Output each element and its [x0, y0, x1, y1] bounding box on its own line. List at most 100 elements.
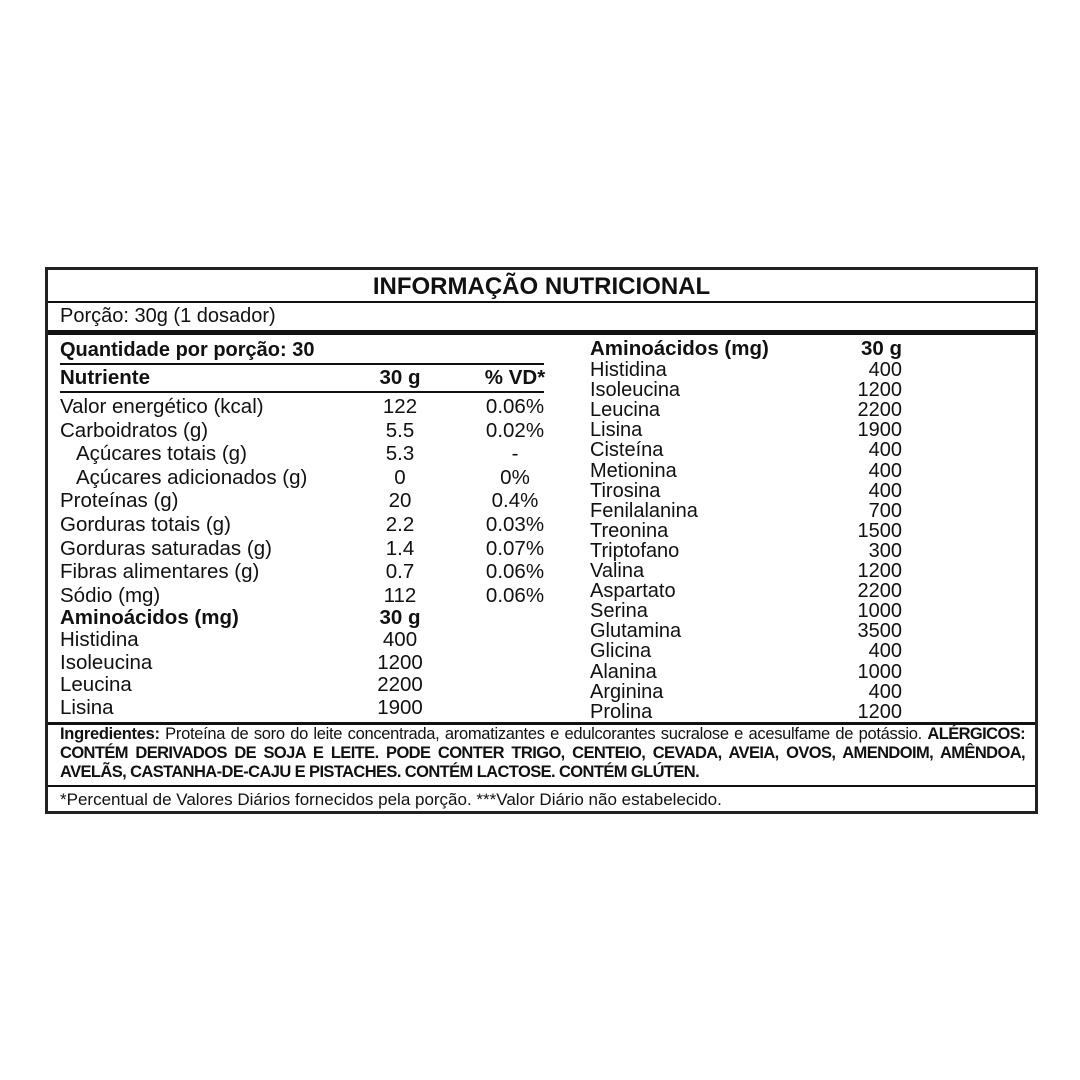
- amino-header-amount: 30 g: [379, 606, 421, 629]
- amino-row: Lisina 1900: [590, 420, 902, 440]
- amino-name: Tirosina: [590, 479, 661, 502]
- amino-name: Glicina: [590, 640, 652, 663]
- amino-amount: 2200: [857, 399, 903, 422]
- amino-row: Isoleucina 1200: [590, 380, 902, 400]
- amino-row: Aspartato 2200: [590, 581, 902, 601]
- amino-row: Isoleucina 1200: [60, 651, 550, 674]
- nutrient-name: Carboidratos (g): [60, 418, 209, 442]
- nutrient-dv: -: [511, 442, 519, 466]
- ingredients-list: Proteína de soro do leite concentrada, a…: [159, 725, 928, 743]
- nutrient-name: Sódio (mg): [60, 583, 161, 607]
- amino-row: Treonina 1500: [590, 521, 902, 541]
- amino-row: Glicina 400: [590, 641, 902, 661]
- nutrient-dv: 0%: [500, 465, 530, 489]
- nutrient-amount: 2.2: [385, 513, 415, 536]
- amino-name: Fenilalanina: [590, 499, 698, 522]
- amino-header-name: Aminoácidos (mg): [590, 337, 769, 360]
- header-nutrient: Nutriente: [60, 366, 150, 389]
- amino-row: Glutamina 3500: [590, 621, 902, 641]
- amino-name: Lisina: [590, 419, 643, 442]
- amino-amount: 400: [868, 439, 902, 462]
- amino-row: Triptofano 300: [590, 541, 902, 561]
- amino-row: Leucina 2200: [590, 400, 902, 420]
- amino-row: Cisteína 400: [590, 440, 902, 460]
- nutrient-amount: 0: [394, 465, 406, 489]
- header-dv: % VD*: [484, 366, 546, 389]
- nutrient-amount: 112: [383, 583, 417, 607]
- amino-row: Prolina 1200: [590, 702, 902, 722]
- amino-name: Valina: [590, 560, 645, 582]
- amino-name: Isoleucina: [590, 379, 681, 402]
- amino-name: Treonina: [590, 519, 669, 542]
- amino-name: Prolina: [590, 700, 653, 723]
- nutrient-amount: 20: [388, 489, 412, 513]
- quantity-per-portion: Quantidade por porção: 30: [60, 339, 315, 361]
- amino-amount: 700: [868, 499, 902, 522]
- nutrient-name: Gorduras totais (g): [60, 513, 231, 536]
- nutrient-amount: 122: [382, 395, 418, 418]
- table-row: Carboidratos (g) 5.5 0.02%: [60, 419, 550, 442]
- amino-row: Metionina 400: [590, 461, 902, 481]
- amino-amount: 1000: [857, 660, 903, 683]
- divider: [60, 391, 544, 393]
- nutrient-amount: 5.5: [385, 418, 415, 442]
- nutrient-amount: 0.7: [385, 560, 415, 584]
- amino-row: Serina 1000: [590, 601, 902, 621]
- table-row: Gorduras saturadas (g) 1.4 0.07%: [60, 537, 550, 560]
- amino-name: Alanina: [590, 660, 657, 683]
- amino-amount: 400: [868, 479, 902, 502]
- amino-header-name: Aminoácidos (mg): [60, 606, 239, 629]
- amino-name: Metionina: [590, 459, 677, 482]
- footnote: *Percentual de Valores Diários fornecido…: [60, 790, 722, 809]
- amino-row: Histidina 400: [60, 628, 550, 651]
- table-row: Proteínas (g) 20 0.4%: [60, 489, 550, 512]
- nutrient-dv: 0.06%: [485, 395, 545, 418]
- amino-amount: 2200: [377, 673, 423, 697]
- amino-name: Histidina: [60, 628, 139, 651]
- portion-text: Porção: 30g (1 dosador): [60, 305, 276, 327]
- amino-amount: 3500: [857, 620, 903, 643]
- amino-row: Tirosina 400: [590, 481, 902, 501]
- nutrient-name: Gorduras saturadas (g): [60, 536, 272, 560]
- amino-amount: 1500: [857, 519, 903, 542]
- amino-amount: 1200: [377, 650, 423, 674]
- amino-name: Aspartato: [590, 580, 676, 603]
- amino-row: Histidina 400: [590, 360, 902, 380]
- nutrient-dv: 0.06%: [485, 583, 545, 607]
- amino-row: Alanina 1000: [590, 662, 902, 682]
- nutrient-dv: 0.4%: [491, 489, 539, 513]
- amino-name: Cisteína: [590, 439, 664, 462]
- table-row: Fibras alimentares (g) 0.7 0.06%: [60, 560, 550, 583]
- amino-row: Leucina 2200: [60, 673, 550, 696]
- amino-row: Fenilalanina 700: [590, 501, 902, 521]
- amino-row: Lisina 1900: [60, 696, 550, 719]
- divider: [60, 363, 544, 365]
- amino-amount: 1900: [857, 419, 903, 442]
- nutrient-name: Fibras alimentares (g): [60, 560, 260, 584]
- nutrient-dv: 0.07%: [485, 536, 545, 560]
- amino-amount: 1200: [857, 560, 903, 582]
- amino-header-amount: 30 g: [860, 337, 902, 360]
- amino-amount: 300: [868, 539, 902, 562]
- amino-amount: 1900: [377, 695, 423, 719]
- nutrient-dv: 0.03%: [485, 513, 545, 536]
- amino-amount: 400: [868, 359, 902, 381]
- amino-amount: 1000: [857, 600, 903, 623]
- amino-row: Arginina 400: [590, 682, 902, 702]
- table-header: Nutriente 30 g % VD*: [60, 366, 550, 389]
- ingredients-text: Ingredientes: Proteína de soro do leite …: [60, 725, 1026, 782]
- nutrient-dv: 0.02%: [485, 418, 545, 442]
- amino-name: Leucina: [60, 673, 132, 697]
- nutrient-dv: 0.06%: [485, 560, 545, 584]
- amino-row: Valina 1200: [590, 561, 902, 581]
- amino-name: Serina: [590, 600, 648, 623]
- nutrient-name: Açúcares adicionados (g): [76, 465, 308, 489]
- amino-name: Arginina: [590, 680, 664, 703]
- nutrient-name: Açúcares totais (g): [76, 442, 247, 466]
- divider: [48, 722, 1035, 725]
- nutrient-name: Proteínas (g): [60, 489, 179, 513]
- amino-amount: 400: [382, 628, 418, 651]
- amino-amount: 2200: [857, 580, 903, 603]
- table-row: Valor energético (kcal) 122 0.06%: [60, 395, 550, 418]
- ingredients-label: Ingredientes:: [60, 725, 160, 743]
